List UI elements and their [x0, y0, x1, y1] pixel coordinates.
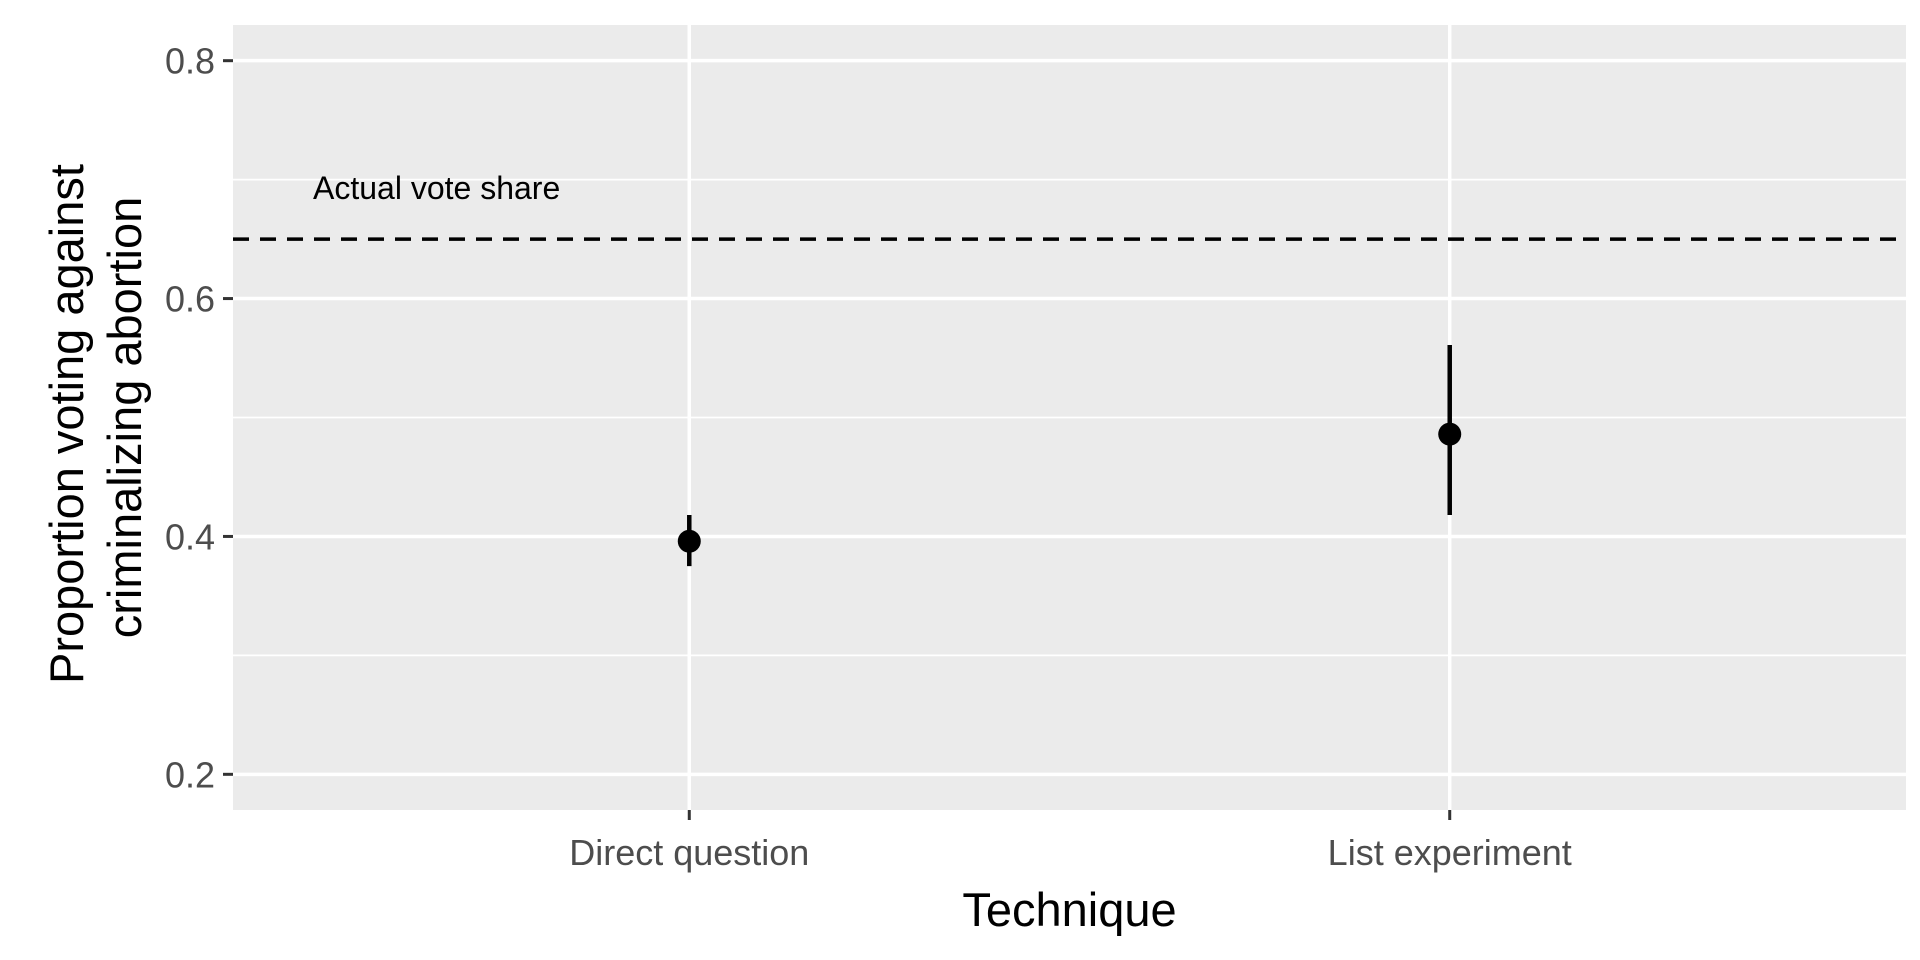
- y-axis-title-line-2: criminalizing abortion: [98, 197, 151, 638]
- reference-line-label: Actual vote share: [313, 170, 560, 206]
- point-estimate: [677, 529, 701, 553]
- x-tick-label: List experiment: [1328, 832, 1572, 873]
- data-points: [677, 344, 1462, 567]
- axes: 0.2 0.4 0.6 0.8 Direct question List experime…: [165, 41, 1572, 873]
- y-tick-label: 0.6: [165, 279, 215, 320]
- y-axis-title: Proportion voting against criminalizing …: [40, 151, 151, 684]
- x-axis-title: Technique: [962, 883, 1176, 936]
- y-tick-label: 0.8: [165, 41, 215, 82]
- y-tick-label: 0.2: [165, 754, 215, 795]
- x-tick-label: Direct question: [569, 832, 809, 873]
- y-tick-label: 0.4: [165, 516, 215, 557]
- y-axis-title-line-1: Proportion voting against: [40, 164, 93, 684]
- point-estimate: [1438, 422, 1462, 446]
- gridlines: [233, 25, 1906, 810]
